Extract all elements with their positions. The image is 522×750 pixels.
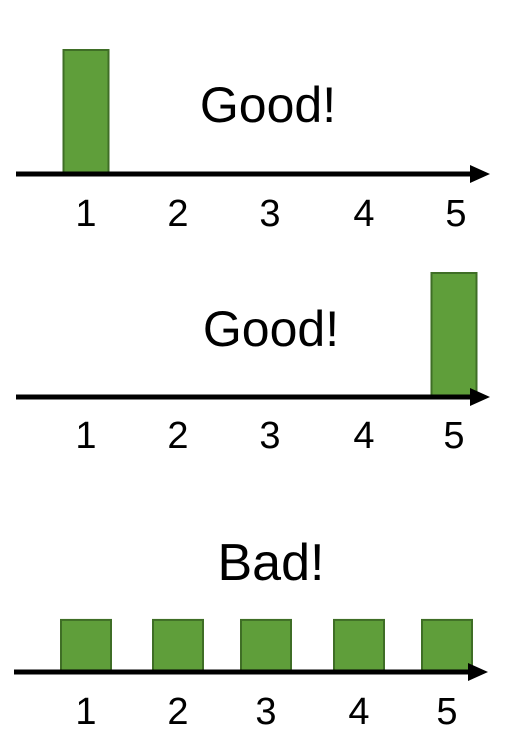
tick-label-1: 1 <box>75 415 96 457</box>
tick-label-2: 2 <box>167 691 188 733</box>
tick-label-5: 5 <box>445 193 466 235</box>
x-axis-arrow-icon <box>470 388 490 406</box>
tick-label-3: 3 <box>259 193 280 235</box>
annotation-label: Good! <box>203 301 339 357</box>
bar-2 <box>152 618 204 673</box>
tick-label-2: 2 <box>167 193 188 235</box>
tick-label-4: 4 <box>353 193 374 235</box>
bar-5 <box>421 618 473 673</box>
chart-panel-1: 1 2 3 4 5 Good! <box>16 49 490 235</box>
tick-label-5: 5 <box>436 691 457 733</box>
chart-panel-2: 1 2 3 4 5 Good! <box>16 272 490 457</box>
tick-label-1: 1 <box>75 691 96 733</box>
tick-label-4: 4 <box>348 691 369 733</box>
tick-label-3: 3 <box>255 691 276 733</box>
tick-label-1: 1 <box>75 193 96 235</box>
bar-1 <box>60 618 112 673</box>
x-axis-arrow-icon <box>468 663 488 681</box>
tick-label-3: 3 <box>259 415 280 457</box>
bar-5 <box>430 272 478 398</box>
tick-label-4: 4 <box>353 415 374 457</box>
chart-panel-3: 1 2 3 4 5 Bad! <box>14 534 488 733</box>
annotation-label: Bad! <box>218 534 325 592</box>
annotation-label: Good! <box>200 77 336 133</box>
x-axis-arrow-icon <box>470 165 490 183</box>
tick-label-5: 5 <box>443 415 464 457</box>
bar-1 <box>62 49 110 175</box>
tick-label-2: 2 <box>167 415 188 457</box>
bar-4 <box>333 618 385 673</box>
bar-3 <box>240 618 292 673</box>
